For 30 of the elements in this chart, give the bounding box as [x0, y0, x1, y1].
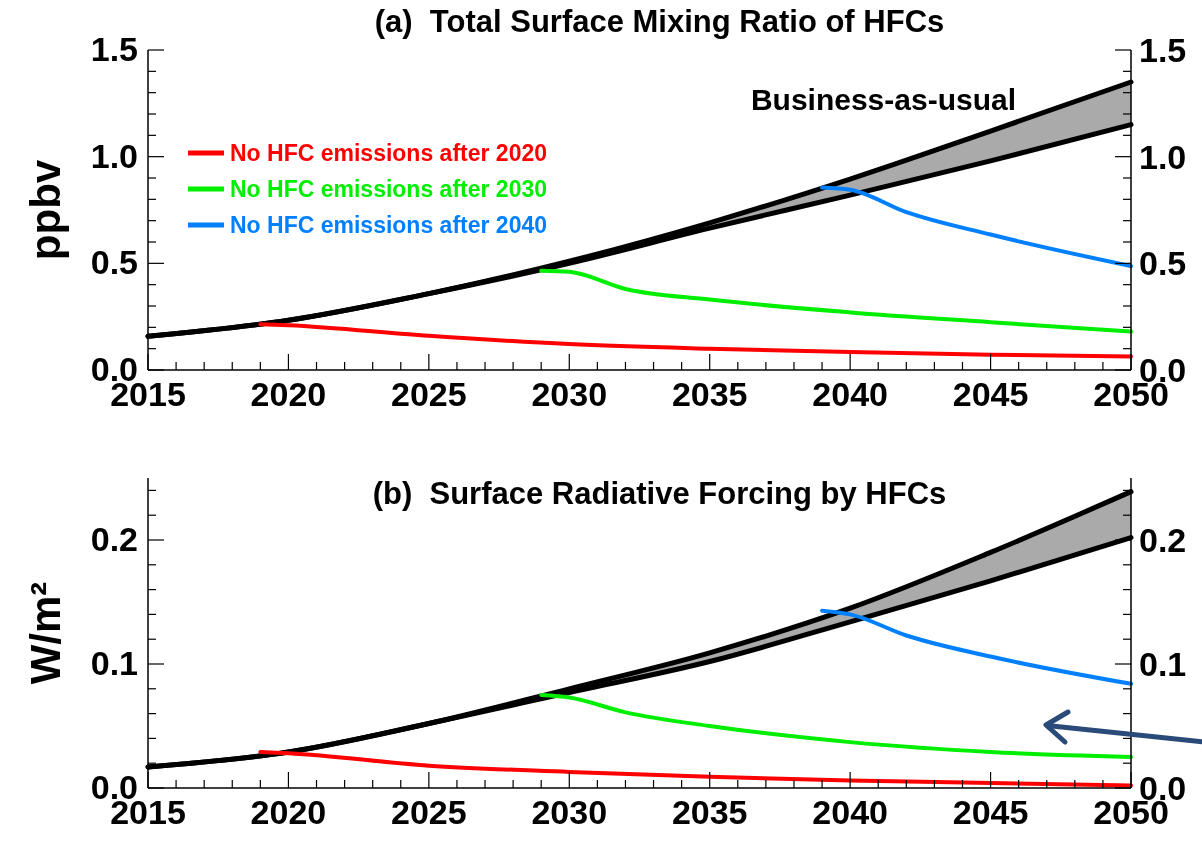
chart-title: (b) Surface Radiative Forcing by HFCs: [372, 476, 947, 511]
y2-tick-label: 0.5: [1139, 244, 1187, 283]
y-tick-label: 0.2: [90, 520, 138, 558]
x-tick-label: 2025: [391, 375, 467, 413]
series-label: Business-as-usual: [750, 83, 1016, 116]
y2-tick-label: 1.5: [1139, 31, 1187, 69]
legend-label: No HFC emissions after 2020: [230, 140, 548, 166]
x-tick-label: 2045: [952, 375, 1029, 413]
y-tick-label: 1.0: [90, 136, 138, 175]
y-axis-title: W/m²: [22, 581, 69, 685]
y-tick-label: 0.5: [90, 243, 138, 282]
chart-title: (a) Total Surface Mixing Ratio of HFCs: [374, 4, 945, 39]
x-tick-label: 2030: [531, 793, 608, 831]
x-tick-label: 2020: [250, 793, 327, 831]
legend-label: No HFC emissions after 2040: [230, 212, 548, 238]
y-tick-label: 0.1: [90, 644, 138, 682]
y2-tick-label: 0.1: [1139, 645, 1187, 683]
x-tick-label: 2020: [250, 375, 327, 413]
x-tick-label: 2040: [812, 793, 888, 831]
x-tick-label: 2035: [671, 793, 748, 831]
y-axis-title: ppbv: [22, 159, 69, 261]
x-tick-label: 2025: [391, 793, 467, 831]
x-tick-label: 2040: [812, 375, 888, 413]
legend-label: No HFC emissions after 2030: [230, 176, 548, 202]
x-tick-label: 2045: [952, 793, 1029, 831]
y2-tick-label: 0.2: [1139, 521, 1187, 559]
x-tick-label: 2035: [671, 375, 748, 413]
x-tick-label: 2030: [531, 375, 608, 413]
y-tick-label: 1.5: [90, 30, 138, 68]
y2-tick-label: 1.0: [1139, 137, 1187, 176]
